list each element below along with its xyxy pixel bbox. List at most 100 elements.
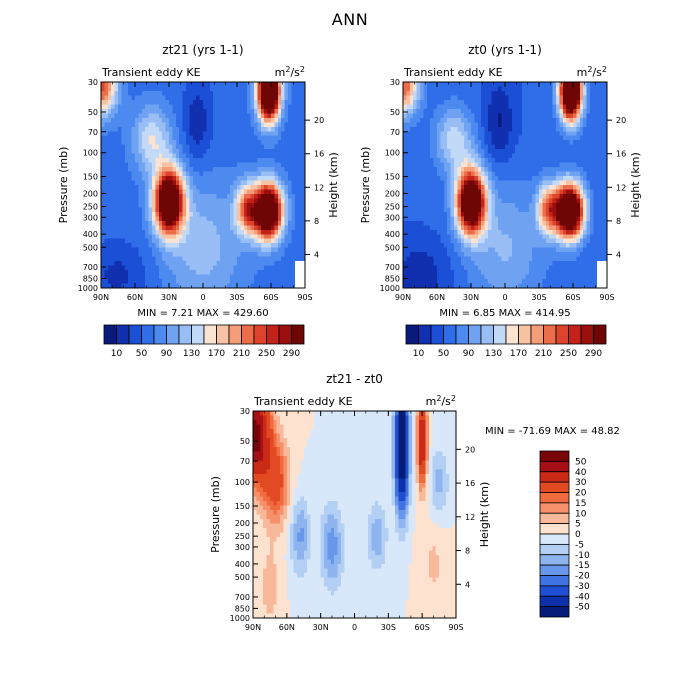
heatmap-cell [488, 144, 492, 150]
heatmap-cell [107, 234, 112, 240]
heatmap-cell [288, 252, 292, 258]
heatmap-cell [264, 167, 269, 173]
heatmap-cell [409, 189, 414, 195]
heatmap-cell [247, 113, 252, 119]
heatmap-cell [552, 211, 557, 217]
heatmap-cell [457, 207, 462, 213]
heatmap-cell [474, 113, 479, 119]
heatmap-cell [220, 238, 224, 244]
heatmap-cell [169, 149, 173, 155]
heatmap-cell [535, 279, 540, 285]
heatmap-cell [101, 135, 105, 141]
heatmap-cell [454, 144, 458, 150]
heatmap-cell [271, 202, 275, 208]
heatmap-cell [250, 113, 255, 119]
heatmap-cell [182, 211, 187, 217]
heatmap-cell [542, 238, 547, 244]
heatmap-cell [155, 108, 160, 114]
heatmap-cell [403, 270, 407, 276]
heatmap-cell [501, 180, 506, 186]
heatmap-cell [145, 216, 150, 222]
heatmap-cell [471, 171, 475, 177]
heatmap-cell [460, 176, 465, 182]
heatmap-cell [525, 90, 530, 97]
heatmap-cell [284, 149, 289, 155]
heatmap-cell [216, 185, 221, 191]
heatmap-cell [152, 189, 156, 195]
heatmap-cell [138, 99, 143, 105]
heatmap-cell [237, 261, 241, 267]
heatmap-cell [437, 149, 441, 155]
heatmap-cell [175, 167, 180, 173]
heatmap-cell [131, 180, 136, 186]
heatmap-cell [556, 220, 560, 226]
heatmap-cell [443, 171, 448, 177]
heatmap-cell [138, 131, 143, 137]
heatmap-cell [230, 207, 235, 213]
heatmap-cell [169, 225, 173, 231]
heatmap-cell [281, 265, 286, 271]
heatmap-cell [172, 180, 177, 186]
heatmap-cell [477, 82, 482, 88]
heatmap-cell [267, 216, 272, 222]
heatmap-cell [528, 189, 533, 195]
heatmap-cell [247, 234, 252, 240]
heatmap-cell [406, 149, 411, 155]
heatmap-cell [494, 185, 499, 191]
heatmap-cell [182, 229, 187, 235]
heatmap-cell [437, 122, 441, 128]
heatmap-cell [162, 171, 167, 177]
heatmap-cell [409, 122, 414, 128]
heatmap-cell [179, 265, 184, 271]
heatmap-cell [169, 256, 173, 262]
heatmap-cell [189, 113, 194, 119]
heatmap-cell [294, 207, 299, 213]
heatmap-cell [508, 149, 513, 155]
heatmap-cell [539, 261, 543, 267]
heatmap-cell [226, 90, 231, 97]
heatmap-cell [440, 283, 445, 289]
heatmap-cell [518, 220, 523, 226]
heatmap-cell [423, 82, 428, 88]
heatmap-cell [406, 207, 411, 213]
heatmap-cell [467, 108, 472, 114]
heatmap-cell [230, 122, 235, 128]
heatmap-cell [491, 158, 496, 164]
heatmap-cell [437, 117, 441, 123]
heatmap-cell [298, 198, 303, 204]
heatmap-cell [440, 95, 445, 101]
heatmap-cell [179, 198, 184, 204]
heatmap-cell [226, 225, 231, 231]
heatmap-cell [158, 86, 163, 92]
heatmap-cell [165, 126, 170, 132]
heatmap-cell [545, 158, 550, 164]
heatmap-cell [511, 149, 516, 155]
heatmap-cell [484, 162, 489, 168]
heatmap-cell [155, 265, 160, 271]
heatmap-cell [254, 99, 258, 105]
heatmap-cell [243, 171, 248, 177]
heatmap-cell [226, 279, 231, 285]
heatmap-cell [192, 95, 197, 101]
heatmap-cell [233, 238, 238, 244]
heatmap-cell [416, 202, 421, 208]
heatmap-cell [131, 207, 136, 213]
heatmap-cell [426, 167, 431, 173]
heatmap-cell [203, 283, 207, 289]
heatmap-cell [505, 202, 509, 208]
heatmap-cell [169, 126, 173, 132]
heatmap-cell [114, 153, 119, 159]
heatmap-cell [532, 207, 537, 213]
heatmap-cell [111, 207, 116, 213]
heatmap-cell [145, 247, 150, 253]
heatmap-cell [528, 162, 533, 168]
heatmap-cell [243, 135, 248, 141]
heatmap-cell [298, 274, 303, 280]
heatmap-cell [457, 193, 462, 200]
heatmap-cell [247, 104, 252, 110]
heatmap-cell [501, 126, 506, 132]
heatmap-cell [250, 158, 255, 164]
heatmap-cell [206, 95, 211, 101]
heatmap-cell [196, 86, 201, 92]
heatmap-cell [230, 225, 235, 231]
